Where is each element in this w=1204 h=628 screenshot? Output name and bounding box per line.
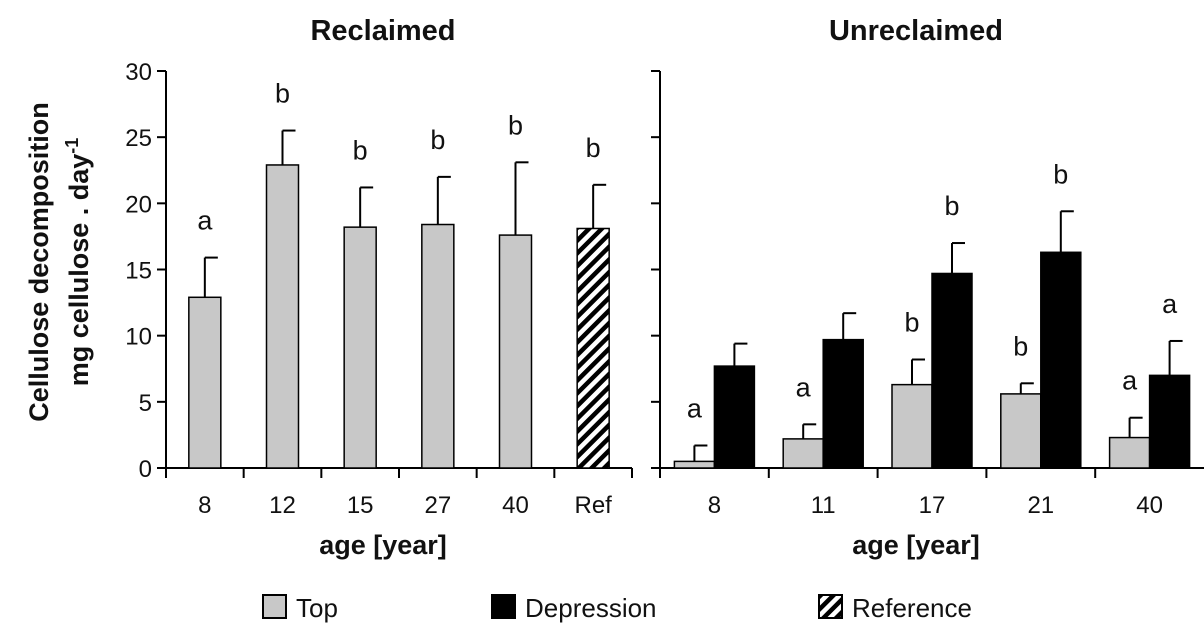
panel-title-reclaimed: Reclaimed — [310, 15, 455, 47]
x-tick-label: 40 — [1136, 492, 1163, 519]
y-tick-label: 30 — [125, 59, 152, 86]
legend-swatch-top — [262, 594, 287, 619]
panel-reclaimed: 0 5 10 15 20 25 30 8 12 15 27 40 Ref a b b b b b — [125, 59, 633, 519]
x-tick-label: 12 — [269, 492, 296, 519]
significance-label: b — [944, 191, 959, 221]
bar-top — [421, 223, 455, 469]
x-tick-label: 17 — [919, 492, 946, 519]
significance-label: a — [1162, 289, 1178, 319]
bar-depression — [822, 338, 864, 469]
x-tick-label: 15 — [347, 492, 374, 519]
x-tick-label: 40 — [502, 492, 529, 519]
legend: Top Depression Reference — [262, 593, 972, 623]
x-tick-label: 8 — [708, 492, 721, 519]
panel-unreclaimed: 8 11 17 21 40 a a b b b b a a — [651, 70, 1204, 519]
y-tick-label: 10 — [125, 324, 152, 351]
x-tick-label: Ref — [574, 492, 612, 519]
significance-label: b — [353, 135, 368, 165]
y-tick-label: 5 — [139, 390, 152, 417]
bar-top — [343, 226, 377, 469]
bar-top — [782, 438, 824, 469]
bar-depression — [713, 365, 756, 469]
legend-swatch-reference — [818, 594, 843, 619]
bar-top — [673, 460, 716, 469]
legend-label-reference: Reference — [852, 593, 972, 623]
significance-label: b — [275, 79, 290, 109]
bar-top — [265, 164, 300, 469]
legend-swatch-depression — [491, 594, 516, 619]
y-tick-label: 20 — [125, 191, 152, 218]
bar-top — [1000, 393, 1042, 469]
significance-label: a — [197, 206, 213, 236]
bar-top — [188, 296, 222, 469]
bar-reference — [576, 227, 610, 469]
significance-label: b — [508, 110, 523, 140]
x-axis-title-reclaimed: age [year] — [319, 530, 447, 560]
y-axis-unit-text: mg cellulose . day — [64, 154, 94, 387]
panel-title-unreclaimed: Unreclaimed — [829, 15, 1003, 47]
y-axis-title: Cellulose decomposition — [24, 102, 54, 422]
x-tick-label: 27 — [424, 492, 451, 519]
legend-label-depression: Depression — [525, 593, 657, 623]
y-tick-label: 25 — [125, 125, 152, 152]
x-tick-label: 8 — [198, 492, 211, 519]
y-axis-unit: mg cellulose . day-1 — [62, 138, 94, 387]
y-tick-label: 0 — [139, 456, 152, 483]
significance-label: a — [1122, 366, 1138, 396]
bar-top — [1108, 436, 1151, 469]
significance-label: b — [1013, 331, 1028, 361]
x-axis-title-unreclaimed: age [year] — [852, 530, 980, 560]
legend-label-top: Top — [296, 593, 338, 623]
bar-depression — [1148, 374, 1191, 469]
bar-depression — [931, 272, 973, 469]
significance-label: b — [430, 125, 445, 155]
significance-label: b — [1053, 159, 1068, 189]
bar-depression — [1040, 251, 1082, 469]
y-axis-unit-exponent: -1 — [62, 138, 82, 154]
bar-top — [891, 383, 933, 469]
x-tick-label: 11 — [811, 492, 836, 519]
significance-label: b — [586, 133, 601, 163]
significance-label: b — [904, 307, 919, 337]
significance-label: a — [796, 372, 812, 402]
y-tick-label: 15 — [125, 258, 152, 285]
bar-top — [498, 234, 533, 469]
x-tick-label: 21 — [1027, 492, 1054, 519]
significance-label: a — [687, 394, 703, 424]
